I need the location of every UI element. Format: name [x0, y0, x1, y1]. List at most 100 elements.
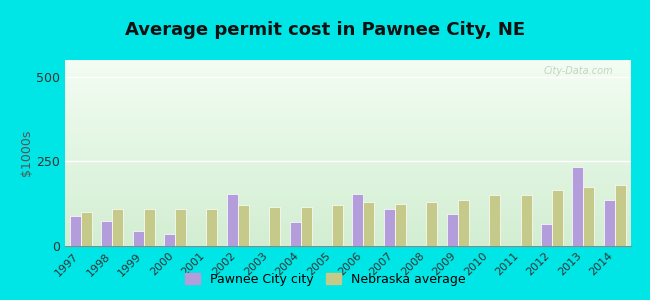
- Bar: [65, 66, 630, 68]
- Bar: [65, 80, 630, 82]
- Bar: [144, 209, 155, 246]
- Bar: [65, 101, 630, 103]
- Bar: [573, 167, 584, 246]
- Bar: [65, 244, 630, 246]
- Bar: [65, 242, 630, 244]
- Bar: [65, 184, 630, 187]
- Bar: [81, 212, 92, 246]
- Bar: [65, 218, 630, 220]
- Bar: [65, 75, 630, 77]
- Bar: [65, 138, 630, 140]
- Bar: [65, 116, 630, 118]
- Bar: [65, 173, 630, 175]
- Bar: [65, 194, 630, 196]
- Bar: [65, 187, 630, 188]
- Bar: [207, 209, 217, 246]
- Bar: [65, 192, 630, 194]
- Bar: [65, 144, 630, 146]
- Bar: [65, 226, 630, 227]
- Bar: [65, 183, 630, 184]
- Bar: [65, 88, 630, 90]
- Bar: [65, 164, 630, 166]
- Bar: [65, 177, 630, 179]
- Bar: [65, 64, 630, 66]
- Bar: [65, 140, 630, 142]
- Bar: [65, 162, 630, 164]
- Bar: [65, 220, 630, 222]
- Text: City-Data.com: City-Data.com: [544, 66, 614, 76]
- Bar: [65, 123, 630, 125]
- Bar: [65, 214, 630, 216]
- Bar: [65, 84, 630, 86]
- Bar: [65, 170, 630, 172]
- Bar: [65, 205, 630, 207]
- Bar: [175, 209, 186, 246]
- Bar: [332, 206, 343, 246]
- Bar: [521, 195, 532, 246]
- Bar: [552, 190, 563, 246]
- Bar: [65, 146, 630, 147]
- Bar: [65, 216, 630, 218]
- Bar: [65, 229, 630, 231]
- Bar: [65, 238, 630, 240]
- Bar: [65, 224, 630, 226]
- Bar: [65, 149, 630, 151]
- Bar: [112, 209, 123, 246]
- Bar: [65, 168, 630, 170]
- Bar: [489, 195, 500, 246]
- Bar: [65, 103, 630, 105]
- Bar: [65, 112, 630, 114]
- Bar: [458, 200, 469, 246]
- Bar: [65, 231, 630, 233]
- Bar: [65, 62, 630, 64]
- Bar: [65, 95, 630, 97]
- Bar: [65, 110, 630, 112]
- Bar: [65, 142, 630, 144]
- Bar: [65, 181, 630, 183]
- Bar: [65, 134, 630, 136]
- Bar: [269, 207, 280, 246]
- Text: Average permit cost in Pawnee City, NE: Average permit cost in Pawnee City, NE: [125, 21, 525, 39]
- Bar: [65, 136, 630, 138]
- Bar: [65, 227, 630, 229]
- Bar: [238, 206, 249, 246]
- Bar: [65, 179, 630, 181]
- Bar: [70, 216, 81, 246]
- Bar: [65, 233, 630, 235]
- Bar: [65, 160, 630, 162]
- Bar: [65, 166, 630, 168]
- Bar: [65, 94, 630, 95]
- Bar: [65, 60, 630, 62]
- Bar: [65, 203, 630, 205]
- Bar: [447, 214, 458, 246]
- Bar: [65, 86, 630, 88]
- Bar: [65, 90, 630, 92]
- Bar: [133, 231, 144, 246]
- Bar: [65, 207, 630, 209]
- Bar: [65, 153, 630, 155]
- Bar: [65, 188, 630, 190]
- Bar: [65, 211, 630, 212]
- Bar: [164, 234, 175, 246]
- Bar: [65, 155, 630, 157]
- Bar: [604, 200, 615, 246]
- Bar: [65, 105, 630, 106]
- Bar: [65, 147, 630, 149]
- Bar: [65, 129, 630, 131]
- Bar: [65, 198, 630, 200]
- Bar: [65, 122, 630, 123]
- Bar: [65, 97, 630, 99]
- Bar: [352, 194, 363, 246]
- Bar: [65, 157, 630, 159]
- Y-axis label: $1000s: $1000s: [20, 130, 33, 176]
- Bar: [65, 240, 630, 242]
- Legend: Pawnee City city, Nebraska average: Pawnee City city, Nebraska average: [179, 268, 471, 291]
- Bar: [363, 202, 374, 246]
- Bar: [65, 222, 630, 224]
- Bar: [65, 212, 630, 214]
- Bar: [65, 73, 630, 75]
- Bar: [65, 175, 630, 177]
- Bar: [65, 235, 630, 237]
- Bar: [65, 92, 630, 94]
- Bar: [101, 220, 112, 246]
